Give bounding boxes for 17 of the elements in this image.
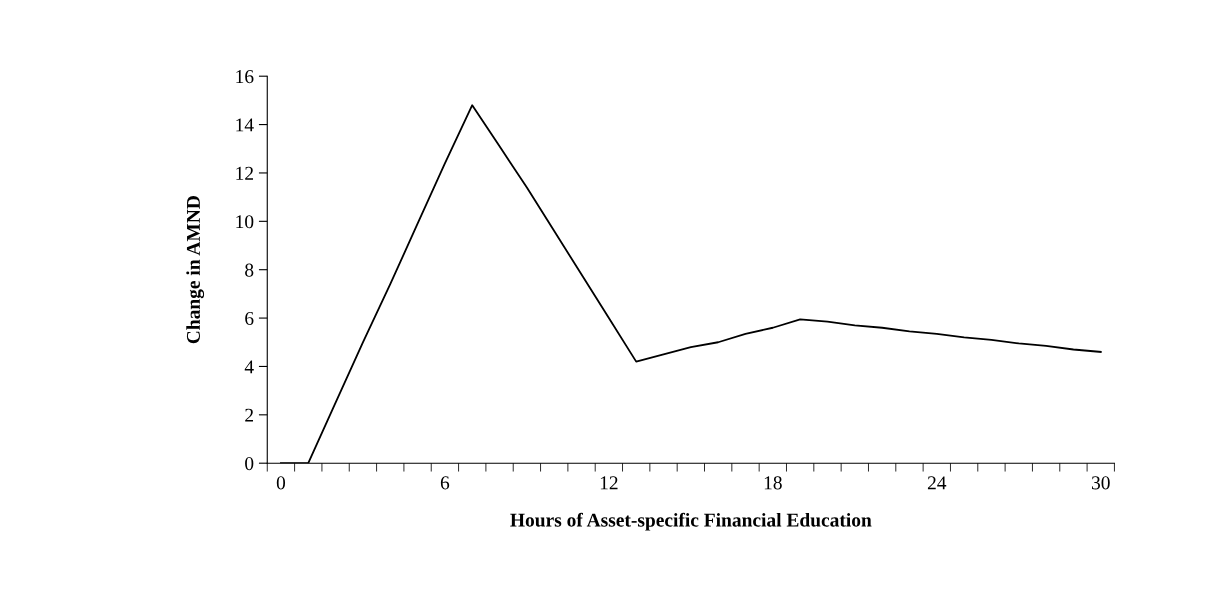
y-axis-title: Change in AMND: [186, 196, 205, 344]
y-tick-label: 0: [245, 457, 254, 471]
x-tick-label: 6: [440, 476, 450, 490]
x-axis-title: Hours of Asset-specific Financial Education: [510, 512, 872, 531]
x-tick-label: 30: [1091, 476, 1110, 490]
x-tick-label: 0: [276, 476, 286, 490]
x-tick-label: 24: [927, 476, 947, 490]
y-tick-label: 14: [236, 118, 254, 132]
y-tick-label: 6: [245, 311, 254, 326]
y-tick-label: 2: [245, 408, 253, 422]
x-tick-label: 12: [600, 476, 618, 490]
y-tick-label: 12: [236, 166, 253, 180]
y-tick-label: 8: [245, 263, 254, 277]
y-tick-label: 4: [244, 360, 254, 374]
y-tick-label: 16: [236, 70, 254, 84]
y-tick-label: 10: [236, 215, 254, 229]
x-tick-label: 18: [764, 476, 782, 490]
